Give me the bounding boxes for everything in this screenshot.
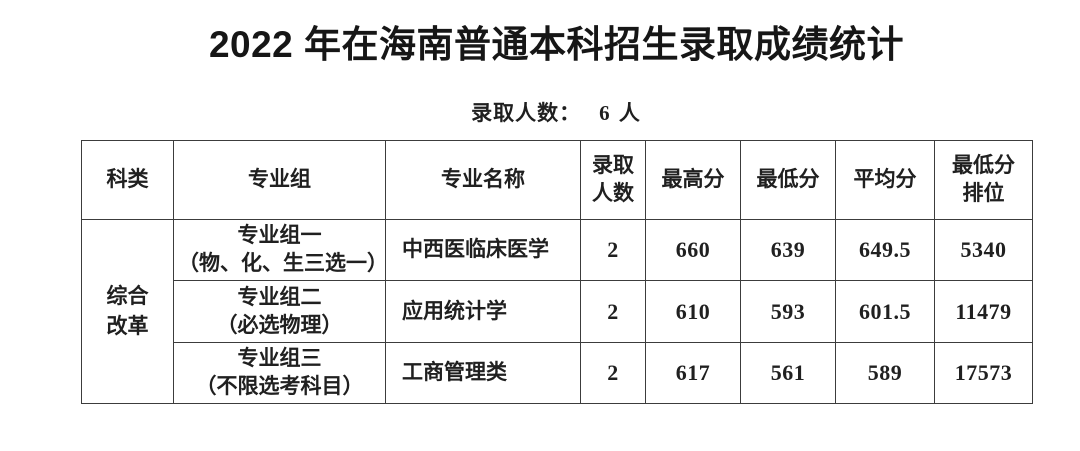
- major-name-cell: 工商管理类: [385, 342, 581, 404]
- min-score-cell: 593: [740, 280, 836, 343]
- category-cell: 综合 改革: [81, 219, 174, 404]
- max-score-cell: 617: [645, 342, 741, 404]
- table-row: 综合 改革 专业组一 （物、化、生三选一） 中西医临床医学 2 660 639 …: [81, 219, 1033, 404]
- page-title: 2022 年在海南普通本科招生录取成绩统计: [208, 24, 905, 65]
- admitted-count-cell: 2: [580, 342, 646, 404]
- admission-stats-table: 科类 专业组 专业名称 录取 人数 最高分 最低分 平均分 最低分 排位 综合 …: [81, 140, 1033, 404]
- admitted-total-label: 录取人数：: [471, 102, 582, 125]
- table-header-row: 科类 专业组 专业名称 录取 人数 最高分 最低分 平均分 最低分 排位: [81, 140, 1033, 220]
- admitted-count-cell: 2: [580, 280, 646, 343]
- major-group-cell: 专业组三 （不限选考科目）: [173, 342, 386, 404]
- header-major-name: 专业名称: [385, 140, 581, 220]
- header-major-group: 专业组: [173, 140, 386, 220]
- major-group-cell: 专业组二 （必选物理）: [173, 280, 386, 343]
- admitted-total-value: 6 人: [599, 101, 642, 125]
- admitted-total-line: 录取人数： 6 人: [81, 97, 1032, 127]
- header-admitted-count: 录取 人数: [580, 140, 646, 220]
- min-rank-cell: 17573: [934, 342, 1033, 404]
- header-category: 科类: [81, 140, 174, 220]
- avg-score-cell: 589: [835, 342, 935, 404]
- header-min-rank: 最低分 排位: [934, 140, 1033, 220]
- min-score-cell: 639: [740, 219, 836, 281]
- major-group-cell: 专业组一 （物、化、生三选一）: [173, 219, 388, 281]
- major-name-cell: 中西医临床医学: [385, 219, 581, 281]
- table-row: 专业组三 （不限选考科目） 工商管理类 2 617 561 589 17573: [82, 342, 1033, 404]
- admitted-count-cell: 2: [580, 219, 646, 281]
- max-score-cell: 610: [645, 280, 741, 343]
- min-score-cell: 561: [740, 342, 836, 404]
- avg-score-cell: 601.5: [835, 280, 935, 343]
- major-name-cell: 应用统计学: [385, 280, 581, 343]
- header-max-score: 最高分: [645, 140, 741, 220]
- header-avg-score: 平均分: [835, 140, 935, 220]
- document-page: 2022 年在海南普通本科招生录取成绩统计 录取人数： 6 人 科类 专业组 专业…: [81, 24, 1033, 404]
- max-score-cell: 660: [645, 219, 741, 281]
- header-min-score: 最低分: [740, 140, 836, 220]
- table-row: 专业组二 （必选物理） 应用统计学 2 610 593 601.5 11479: [82, 280, 1033, 343]
- min-rank-cell: 11479: [934, 280, 1033, 343]
- avg-score-cell: 649.5: [835, 219, 935, 281]
- min-rank-cell: 5340: [934, 219, 1033, 281]
